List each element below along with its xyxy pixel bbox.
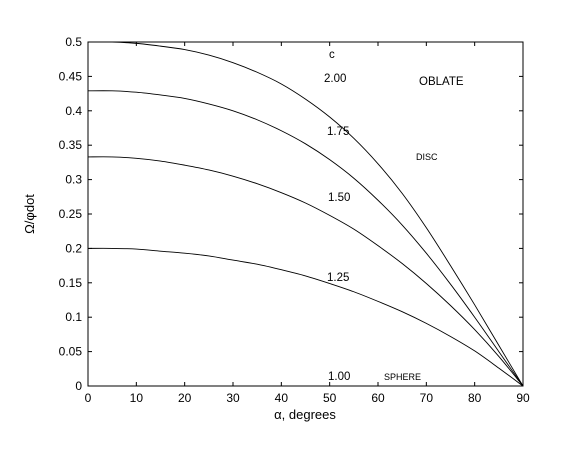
x-tick-label: 60	[371, 391, 385, 405]
x-tick-label: 20	[178, 391, 192, 405]
y-tick-label: 0.05	[59, 345, 83, 359]
y-tick-label: 0.25	[59, 207, 83, 221]
curve-label-1-25: 1.25	[327, 272, 349, 284]
y-axis-label: Ω/φdot	[22, 194, 37, 234]
y-tick-label: 0.3	[65, 173, 82, 187]
y-tick-label: 0	[75, 379, 82, 393]
curve-c-1-75	[87, 90, 524, 387]
curve-label-2-00: 2.00	[324, 73, 346, 85]
curve-c-2-00	[87, 41, 524, 387]
y-tick-label: 0.1	[65, 310, 82, 324]
curve-c-1-50	[87, 156, 524, 387]
regime-label: OBLATE	[419, 76, 464, 88]
x-tick-label: 80	[468, 391, 482, 405]
x-tick-label: 70	[420, 391, 434, 405]
y-tick-label: 0.35	[59, 138, 83, 152]
x-axis-label: α, degrees	[274, 407, 336, 422]
y-tick-label: 0.4	[65, 104, 82, 118]
y-tick-label: 0.5	[65, 35, 82, 49]
y-tick-label: 0.15	[59, 276, 83, 290]
x-tick-label: 10	[130, 391, 144, 405]
curve-label-1-75: 1.75	[327, 126, 349, 138]
curve-c-1-25	[87, 247, 524, 387]
curve-label-1-00: 1.00	[328, 371, 350, 383]
y-tick-label: 0.45	[59, 69, 83, 83]
c-header-label: c	[329, 49, 335, 61]
curve-label-1-50: 1.50	[328, 192, 350, 204]
x-tick-label: 0	[85, 391, 92, 405]
y-tick-label: 0.2	[65, 241, 82, 255]
x-tick-label: 30	[226, 391, 240, 405]
sphere-label: SPHERE	[384, 372, 421, 382]
curves	[87, 41, 524, 387]
plot-frame	[87, 41, 524, 387]
x-tick-label: 50	[323, 391, 337, 405]
axis-ticks: 0 10 20 30 40 50 60 70 80 90 0 0.05 0.1 0.15 0.2 0.25 0.…	[59, 35, 530, 405]
x-tick-label: 90	[516, 391, 530, 405]
disc-label: DISC	[416, 152, 438, 162]
x-tick-label: 40	[275, 391, 289, 405]
